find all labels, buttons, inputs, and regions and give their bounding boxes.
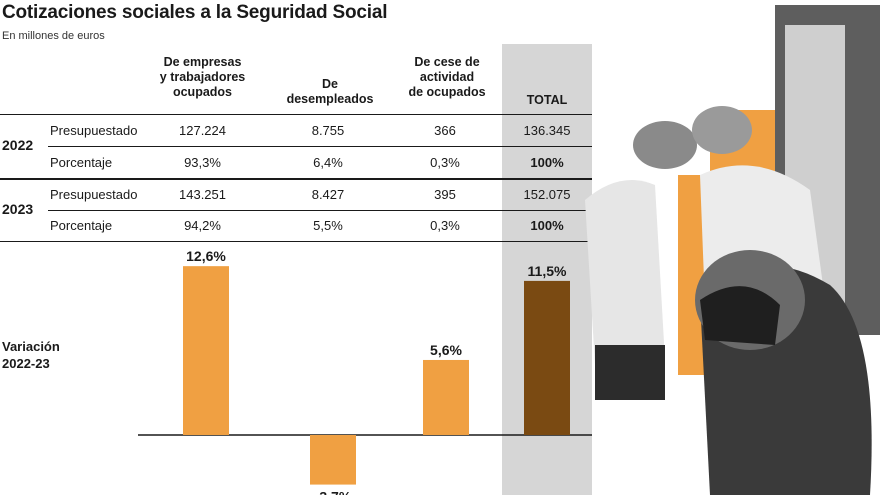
table-cell: 143.251 [179, 187, 226, 202]
table-cell: 94,2% [184, 218, 221, 233]
table-cell-total: 136.345 [523, 123, 571, 138]
column-header-cese: De cese de actividad de ocupados [392, 55, 502, 100]
variation-data-label: 12,6% [186, 248, 226, 264]
chart-subtitle: En millones de euros [2, 30, 105, 42]
variation-bar-chart: 12,6% -3,7% 5,6% 11,5% [138, 248, 592, 495]
variation-bar [310, 435, 356, 485]
table-cell: 0,3% [430, 218, 460, 233]
row-divider [48, 146, 592, 147]
table-cell-total: 100% [530, 155, 564, 170]
table-cell: 5,5% [313, 218, 343, 233]
table-bottom-rule [0, 241, 592, 242]
year-label-2023: 2023 [2, 201, 34, 217]
row-label: Presupuestado [50, 123, 138, 138]
variation-data-label: -3,7% [315, 489, 352, 495]
row-label: Porcentaje [50, 218, 113, 233]
variation-label: Variación 2022-23 [2, 339, 60, 371]
column-header-total: TOTAL [502, 93, 592, 108]
variation-bar [524, 280, 570, 435]
table-cell: 127.224 [179, 123, 226, 138]
variation-data-label: 11,5% [528, 263, 567, 279]
table-cell: 8.427 [311, 187, 345, 202]
table-cell-total: 152.075 [523, 187, 571, 202]
chart-title: Cotizaciones sociales a la Seguridad Soc… [2, 2, 388, 23]
header-rule [0, 114, 592, 115]
row-divider [48, 210, 592, 211]
table-cell: 0,3% [430, 155, 460, 170]
row-label: Porcentaje [50, 155, 113, 170]
table-cell: 6,4% [313, 155, 343, 170]
column-header-text: De cese de actividad de ocupados [408, 55, 486, 99]
column-header-empresas: De empresas y trabajadores ocupados [140, 55, 265, 100]
variation-data-label: 5,6% [430, 342, 462, 358]
table-cell: 93,3% [184, 155, 221, 170]
workers-photo-icon [585, 5, 880, 495]
year-divider [0, 178, 592, 180]
year-label-2022: 2022 [2, 137, 34, 153]
table-cell: 366 [434, 123, 456, 138]
table-cell: 8.755 [311, 123, 345, 138]
column-header-text: De desempleados [286, 77, 374, 106]
table-cell: 395 [434, 187, 456, 202]
row-label: Presupuestado [50, 187, 138, 202]
column-header-text: TOTAL [526, 93, 568, 107]
column-header-text: De empresas y trabajadores ocupados [159, 55, 246, 99]
variation-bar [423, 359, 469, 435]
column-header-desempleados: De desempleados [270, 77, 390, 107]
table-cell-total: 100% [530, 218, 564, 233]
variation-bar [183, 266, 229, 435]
